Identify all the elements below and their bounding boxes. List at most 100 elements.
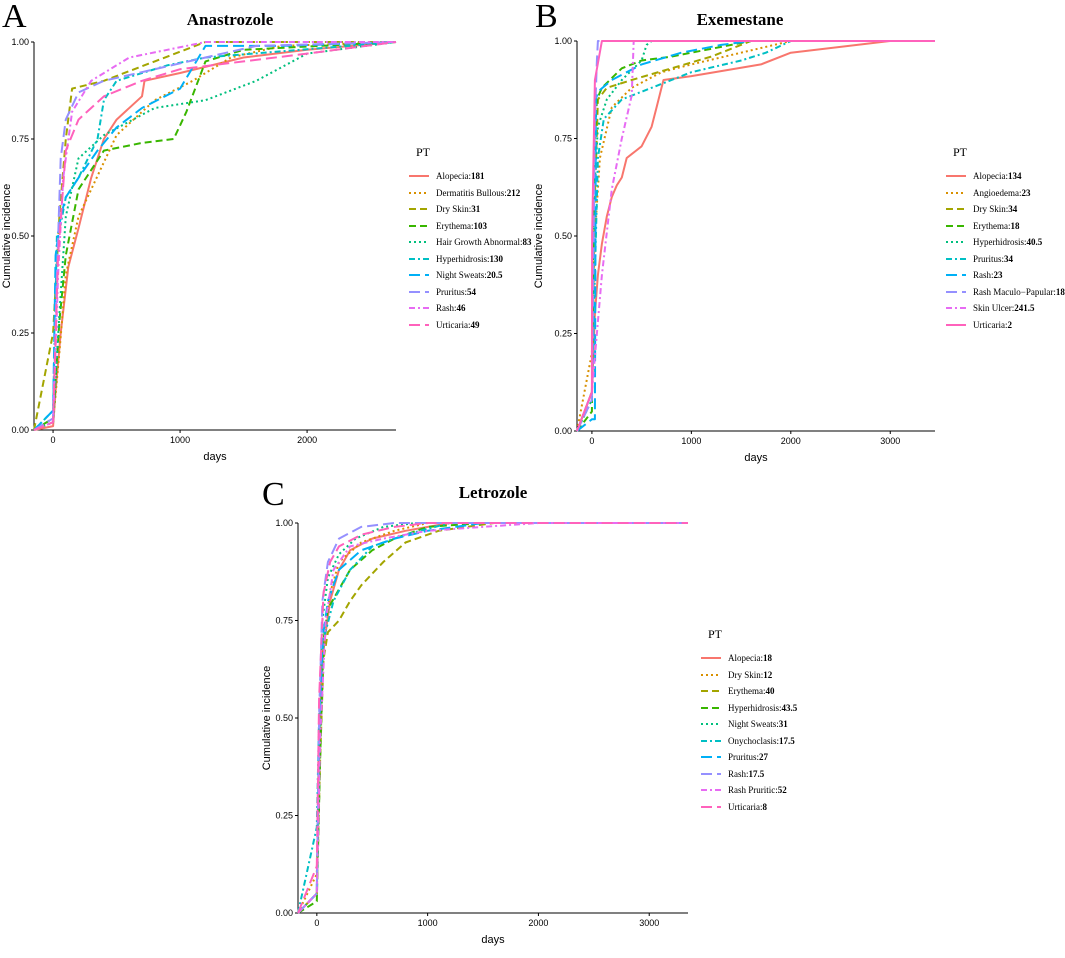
panel-label: A [2,0,27,35]
legend-value: 40.5 [1026,237,1043,248]
x-tick-label: 0 [314,918,319,928]
legend-key [946,175,966,178]
x-tick-label: 3000 [639,918,659,928]
y-tick-label: 1.00 [275,518,293,528]
legend-item: Rash Maculo−Papular: 18.5 [945,284,1065,301]
legend-key [409,191,429,194]
legend-label: Hair Growth Abnormal [436,237,520,248]
legend-key [701,673,721,676]
series-line-night-sweats [297,522,688,914]
x-tick-label: 1000 [170,435,190,445]
legend-value: 241.5 [1014,303,1035,314]
legend-label: Rash [436,303,454,314]
legend-key [946,191,966,194]
legend-key [701,657,721,660]
series-line-rash-pruritic [297,522,688,914]
legend-value: 18 [763,653,772,664]
series-line-dry-skin [576,40,935,432]
series-line-dermatitis-bullous [33,41,397,431]
legend-key [409,307,429,310]
legend-value: 54 [467,286,477,297]
legend-value: 8 [762,801,768,812]
legend-key [701,690,721,693]
legend-value: 20.5 [486,270,503,281]
legend-key [946,290,966,293]
legend-item: Urticaria: 2 [945,317,1065,334]
legend-label: Erythema [436,220,471,231]
legend-label: Dry Skin [973,204,1006,215]
series-line-pruritus [33,41,397,431]
series-line-alopecia [576,40,935,432]
series-line-urticaria [576,40,935,432]
legend-value: 34 [1004,253,1014,264]
y-tick-label: 0.50 [275,713,293,723]
chart-legend: PT Alopecia: 18 Dry Skin: 12 Erythema: 40 H… [700,627,797,815]
legend-value: 17.5 [779,735,795,746]
legend-value: 34 [1008,204,1018,215]
legend-value: 181 [471,171,485,182]
legend-value: 212 [506,187,521,198]
legend-item: Pruritus: 54 [408,284,532,301]
series-line-erythema [297,522,688,914]
legend-item: Urticaria: 8 [700,799,797,816]
legend-value: 23 [1021,187,1031,198]
legend-label: Dermatitis Bullous [436,187,505,198]
y-tick-label: 0.50 [554,231,572,241]
legend-item: Urticaria: 49 [408,317,532,334]
legend-item: Alopecia: 181 [408,168,532,185]
series-line-pruritus [297,522,688,914]
legend-key [701,706,721,709]
y-tick-label: 0.75 [554,134,572,144]
legend-label: Onychoclasis [728,735,777,746]
y-tick-label: 0.25 [275,811,293,821]
legend-value: 2 [1007,319,1013,330]
series-line-skin-ulcer [576,40,935,432]
legend-value: 17.5 [748,768,765,779]
legend-key [409,241,429,244]
legend-item: Onychoclasis: 17.5 [700,733,797,750]
legend-item: Hyperhidrosis: 130 [408,251,532,268]
x-tick-label: 0 [589,436,594,446]
legend-key [946,323,966,326]
y-tick-label: 0.25 [11,328,29,338]
legend-item: Night Sweats: 31 [700,716,797,733]
legend-key [701,723,721,726]
legend-value: 18 [1010,220,1020,231]
series-line-onychoclasis [297,522,688,914]
legend-item: Pruritus: 34 [945,251,1065,268]
y-tick-label: 0.75 [275,616,293,626]
legend-item: Rash: 17.5 [700,766,797,783]
legend-label: Erythema [973,220,1008,231]
chart-legend: PT Alopecia: 134 Angioedema: 23 Dry Skin: … [945,145,1065,333]
legend-item: Dry Skin: 34 [945,201,1065,218]
legend-label: Skin Ulcer [973,303,1012,314]
legend-label: Rash Maculo−Papular [973,286,1054,297]
series-line-dry-skin [297,522,688,914]
legend-key [409,257,429,260]
legend-item: Dermatitis Bullous: 212 [408,185,532,202]
chart-title: Exemestane [696,10,784,29]
legend-label: Hyperhidrosis [973,237,1024,248]
legend-label: Urticaria [728,801,760,812]
series-line-erythema [33,41,397,431]
legend-title: PT [416,145,431,159]
x-tick-label: 1000 [681,436,701,446]
x-tick-label: 2000 [781,436,801,446]
series-line-hyperhidrosis [297,522,688,914]
legend-key [409,208,429,211]
chart-plot-letrozole: 0.00 0.25 0.50 0.75 1.00 0 1000 2000 3000 days Cum… [261,518,688,946]
legend-label: Erythema [728,686,763,697]
series-line-urticaria [297,522,688,914]
legend-value: 130 [489,253,504,264]
y-tick-label: 1.00 [554,36,572,46]
legend-key [409,224,429,227]
legend-key [409,323,429,326]
legend-item: Rash Pruritic: 52 [700,782,797,799]
legend-label: Pruritus [973,253,1002,264]
legend-key [409,290,429,293]
legend-key [946,307,966,310]
panel-label: C [262,476,285,513]
legend-label: Urticaria [436,319,468,330]
legend-label: Hyperhidrosis [728,702,779,713]
legend-key [946,274,966,277]
